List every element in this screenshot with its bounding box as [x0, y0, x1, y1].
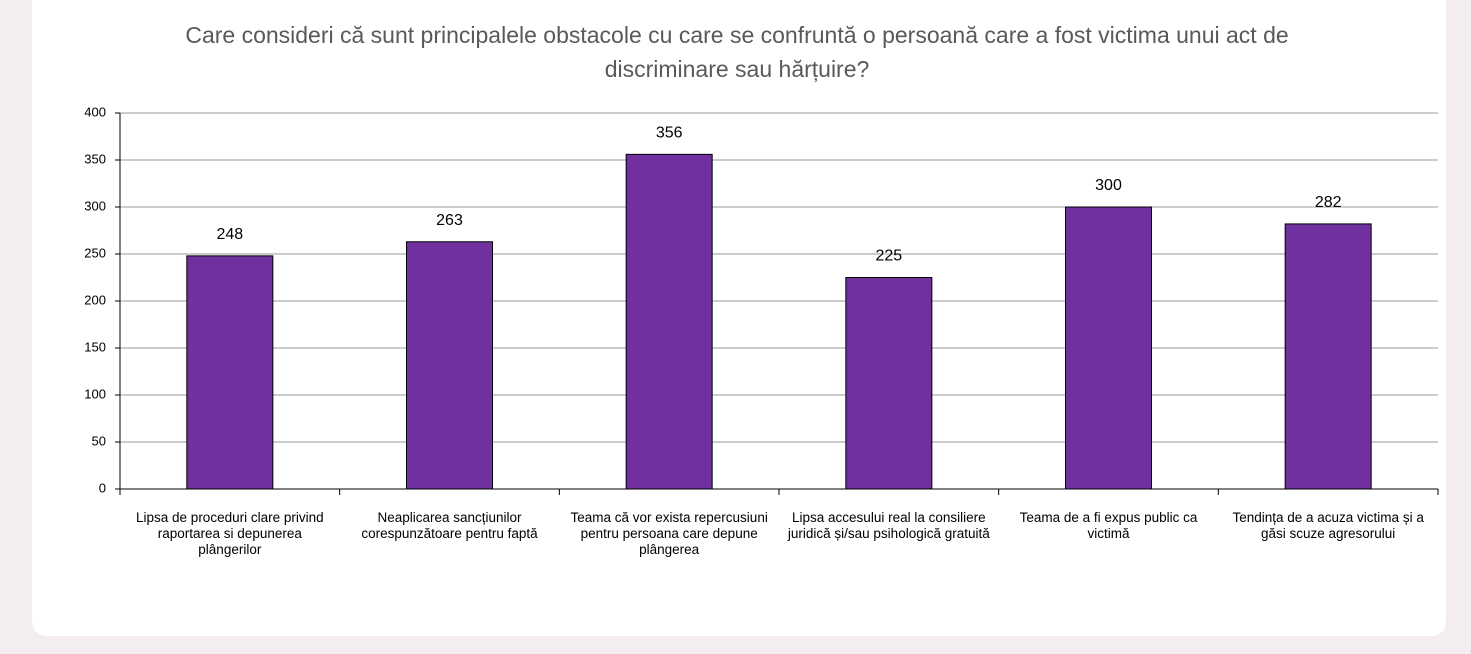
- bar: [406, 241, 493, 490]
- bar: [1065, 206, 1152, 490]
- data-label: 248: [216, 226, 243, 243]
- data-label: 225: [875, 248, 902, 265]
- x-tick-label: Lipsa accesului real la consiliere jurid…: [787, 510, 990, 541]
- chart-title: Care consideri că sunt principalele obst…: [185, 22, 1289, 82]
- x-tick-label: Teama că vor exista repercusiuni pentru …: [570, 510, 768, 557]
- x-tick-label: Teama de a fi expus public ca victimă: [1019, 510, 1198, 541]
- data-label: 263: [436, 212, 463, 229]
- y-tick-label: 0: [99, 480, 106, 495]
- data-label: 356: [656, 125, 683, 142]
- y-tick-label: 100: [84, 386, 106, 401]
- x-tick-label: Tendința de a acuza victima și a găsi sc…: [1232, 510, 1424, 541]
- y-tick-label: 250: [84, 245, 106, 260]
- y-tick-label: 200: [84, 292, 106, 307]
- x-tick-label: Neaplicarea sancțiunilor corespunzătoare…: [361, 510, 538, 541]
- bar: [1284, 223, 1372, 490]
- bar: [845, 277, 933, 490]
- bar: [186, 255, 274, 490]
- x-tick-label: Lipsa de proceduri clare privind raporta…: [136, 510, 324, 557]
- data-label: 300: [1095, 177, 1122, 194]
- data-label: 282: [1315, 194, 1342, 211]
- y-tick-label: 150: [84, 339, 106, 354]
- bar: [625, 153, 713, 490]
- y-tick-label: 300: [84, 198, 106, 213]
- y-tick-label: 400: [84, 104, 106, 119]
- y-tick-label: 350: [84, 151, 106, 166]
- y-tick-label: 50: [92, 433, 106, 448]
